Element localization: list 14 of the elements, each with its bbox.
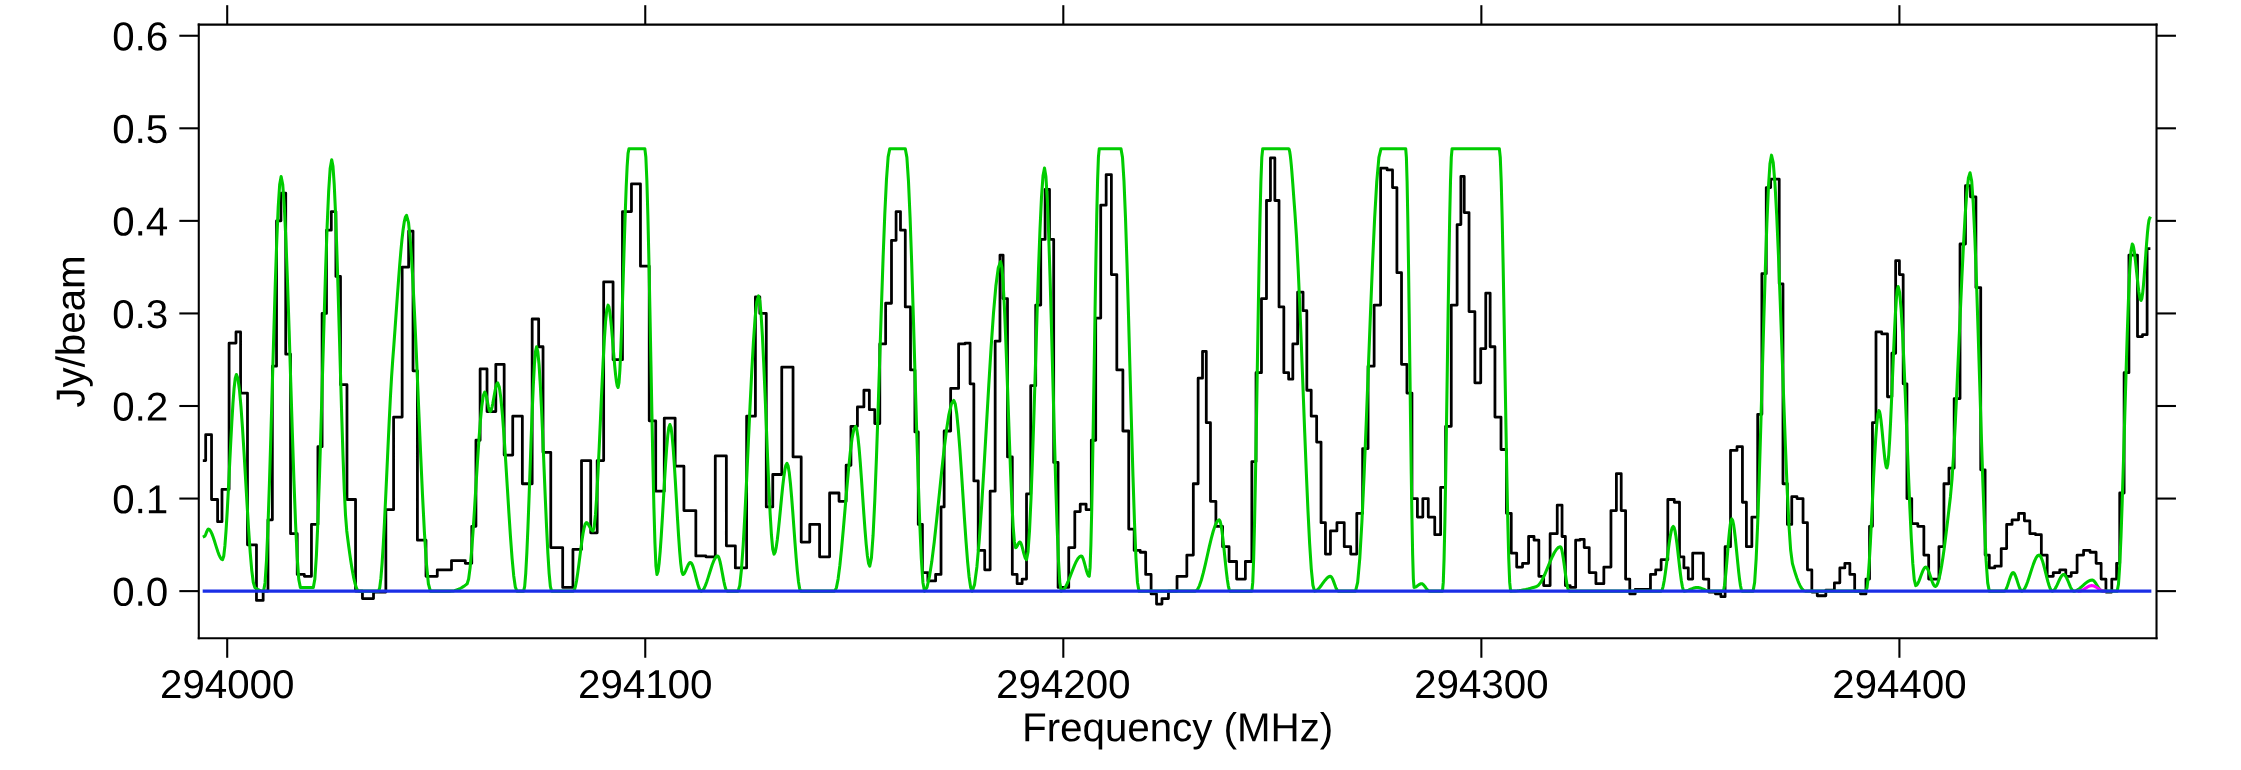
x-tick-label: 294100 bbox=[580, 669, 711, 699]
y-tick-label: 0.3 bbox=[113, 299, 167, 329]
y-tick-label: 0.1 bbox=[113, 485, 167, 514]
x-tick-label: 294300 bbox=[1416, 669, 1547, 699]
x-tick-label: 294000 bbox=[162, 669, 293, 699]
y-tick-label: 0.2 bbox=[113, 392, 167, 421]
y-tick-label: 0.4 bbox=[113, 207, 168, 236]
x-axis-title: Frequency (MHz) bbox=[1025, 711, 1331, 750]
y-tick-label: 0.0 bbox=[113, 577, 167, 607]
y-tick-label: 0.6 bbox=[113, 22, 167, 51]
x-tick-label: 294400 bbox=[1834, 669, 1966, 699]
y-tick-label: 0.5 bbox=[113, 114, 167, 144]
y-axis-title: Jy/beam bbox=[55, 258, 93, 407]
x-tick-label: 294200 bbox=[998, 669, 1129, 699]
